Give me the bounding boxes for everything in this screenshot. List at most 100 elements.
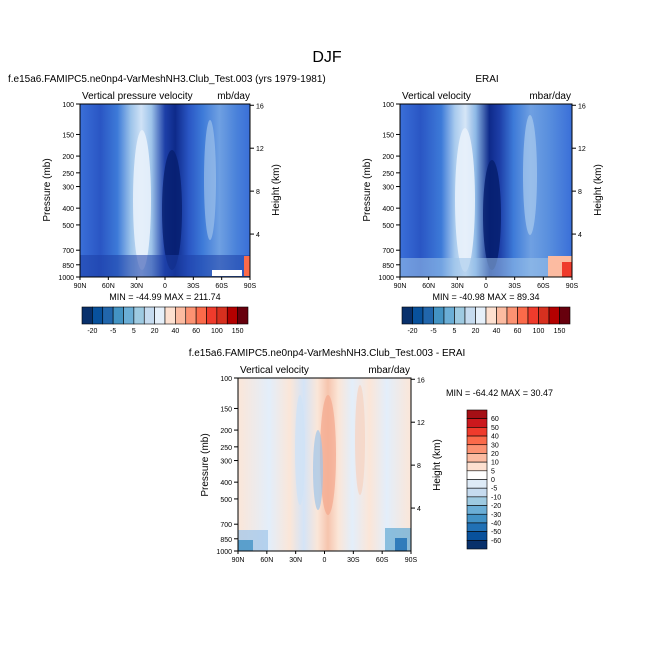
y-tick-label: 400 bbox=[382, 206, 394, 213]
panel-reference: ERAI Vertical velocity mbar/day Pressure… bbox=[362, 74, 604, 335]
stats-label: MIN = -40.98 MAX = 89.34 bbox=[432, 292, 539, 302]
y-tick-label: 400 bbox=[220, 480, 232, 487]
y-tick-label: 200 bbox=[62, 154, 74, 161]
colorbar-swatch bbox=[527, 306, 539, 325]
colorbar-label: -30 bbox=[491, 512, 501, 519]
x-tick-label: 30N bbox=[130, 283, 143, 290]
colorbar-label: 0 bbox=[491, 477, 495, 484]
y-right-tick-label: 4 bbox=[256, 232, 260, 239]
colorbar-swatch bbox=[466, 522, 488, 532]
x-tick-label: 90N bbox=[232, 557, 245, 564]
colorbar-label: -60 bbox=[491, 538, 501, 545]
colorbar-swatch bbox=[466, 531, 488, 541]
colorbar-label: 60 bbox=[192, 328, 200, 335]
x-tick-label: 60N bbox=[260, 557, 273, 564]
colorbar-label: 5 bbox=[491, 468, 495, 475]
colorbar-swatch bbox=[164, 306, 176, 325]
colorbar-swatch bbox=[133, 306, 145, 325]
colorbar-swatch bbox=[154, 306, 166, 325]
units-label: mb/day bbox=[217, 91, 250, 102]
panel-title: f.e15a6.FAMIPC5.ne0np4-VarMeshNH3.Club_T… bbox=[8, 74, 326, 85]
colorbar-swatch bbox=[548, 306, 560, 325]
y-right-tick-label: 8 bbox=[256, 189, 260, 196]
y-tick-label: 1000 bbox=[216, 549, 232, 556]
colorbar-swatch bbox=[466, 427, 488, 437]
colorbar-label: 20 bbox=[151, 328, 159, 335]
colorbar-swatch bbox=[559, 306, 571, 325]
x-tick-label: 60S bbox=[215, 283, 228, 290]
units-label: mbar/day bbox=[368, 365, 410, 376]
colorbar-swatch bbox=[466, 505, 488, 515]
colorbar-label: -5 bbox=[491, 486, 497, 493]
colorbar-swatch bbox=[443, 306, 455, 325]
colorbar-swatch bbox=[81, 306, 93, 325]
colorbar-label: 5 bbox=[132, 328, 136, 335]
y-axis-title: Pressure (mb) bbox=[362, 158, 373, 221]
colorbar-label: 100 bbox=[211, 328, 223, 335]
colorbar-label: -10 bbox=[491, 494, 501, 501]
y-right-tick-label: 12 bbox=[256, 146, 264, 153]
colorbar-label: 30 bbox=[491, 442, 499, 449]
colorbar-label: 40 bbox=[491, 434, 499, 441]
colorbar-swatch bbox=[185, 306, 197, 325]
colorbar-swatch bbox=[466, 487, 488, 498]
colorbar-label: 20 bbox=[491, 451, 499, 458]
y-right-tick-label: 12 bbox=[578, 146, 586, 153]
panel-difference: f.e15a6.FAMIPC5.ne0np4-VarMeshNH3.Club_T… bbox=[189, 348, 553, 564]
colorbar-swatch bbox=[538, 306, 550, 325]
y-tick-label: 250 bbox=[62, 171, 74, 178]
colorbar-label: 5 bbox=[453, 328, 457, 335]
colorbar-swatch bbox=[112, 306, 124, 325]
colorbar-label: -5 bbox=[430, 328, 436, 335]
colorbar-label: 20 bbox=[472, 328, 480, 335]
colorbar-swatch bbox=[237, 306, 249, 325]
x-tick-label: 30S bbox=[508, 283, 521, 290]
colorbar-swatch bbox=[464, 306, 476, 325]
y-tick-label: 250 bbox=[220, 445, 232, 452]
y-tick-label: 850 bbox=[62, 263, 74, 270]
colorbar-label: 100 bbox=[533, 328, 545, 335]
y-right-tick-label: 8 bbox=[578, 189, 582, 196]
y-tick-label: 150 bbox=[62, 132, 74, 139]
colorbar-swatch bbox=[517, 306, 529, 325]
left-label: Vertical velocity bbox=[240, 365, 309, 376]
colorbar-swatch bbox=[143, 306, 155, 325]
x-tick-label: 30S bbox=[347, 557, 360, 564]
colorbar-label: 150 bbox=[554, 328, 566, 335]
figure-title: DJF bbox=[312, 49, 342, 66]
colorbar-swatch bbox=[466, 453, 488, 463]
y-tick-label: 300 bbox=[382, 185, 394, 192]
y-tick-label: 700 bbox=[62, 248, 74, 255]
x-tick-label: 90S bbox=[566, 283, 579, 290]
y-right-tick-label: 4 bbox=[578, 232, 582, 239]
colorbar-label: -50 bbox=[491, 529, 501, 536]
y-tick-label: 1000 bbox=[378, 275, 394, 282]
y-right-tick-label: 12 bbox=[417, 420, 425, 427]
left-label: Vertical velocity bbox=[402, 91, 471, 102]
colorbar-swatch bbox=[475, 306, 487, 325]
colorbar-swatch bbox=[466, 470, 488, 480]
y-right-tick-label: 8 bbox=[417, 463, 421, 470]
colorbar-swatch bbox=[92, 306, 104, 325]
y-axis-title: Pressure (mb) bbox=[200, 433, 211, 496]
colorbar-swatch bbox=[506, 306, 518, 325]
colorbar-swatch bbox=[422, 306, 434, 325]
x-tick-label: 90S bbox=[405, 557, 418, 564]
y-tick-label: 150 bbox=[220, 406, 232, 413]
y-tick-label: 1000 bbox=[58, 275, 74, 282]
colorbar-swatch bbox=[466, 540, 488, 550]
colorbar-label: 40 bbox=[493, 328, 501, 335]
x-tick-label: 30N bbox=[289, 557, 302, 564]
contour-field bbox=[238, 378, 411, 551]
colorbar-label: -40 bbox=[491, 520, 501, 527]
colorbar-label: -5 bbox=[110, 328, 116, 335]
y-tick-label: 150 bbox=[382, 132, 394, 139]
x-tick-label: 60S bbox=[537, 283, 550, 290]
y-tick-label: 500 bbox=[62, 223, 74, 230]
colorbar-label: 60 bbox=[491, 416, 499, 423]
colorbar-swatch bbox=[175, 306, 187, 325]
left-label: Vertical pressure velocity bbox=[82, 91, 193, 102]
colorbar: -20 -5 5 20 40 60 100 150 bbox=[81, 306, 249, 335]
stats-label: MIN = -44.99 MAX = 211.74 bbox=[109, 292, 220, 302]
colorbar-swatch bbox=[123, 306, 135, 325]
